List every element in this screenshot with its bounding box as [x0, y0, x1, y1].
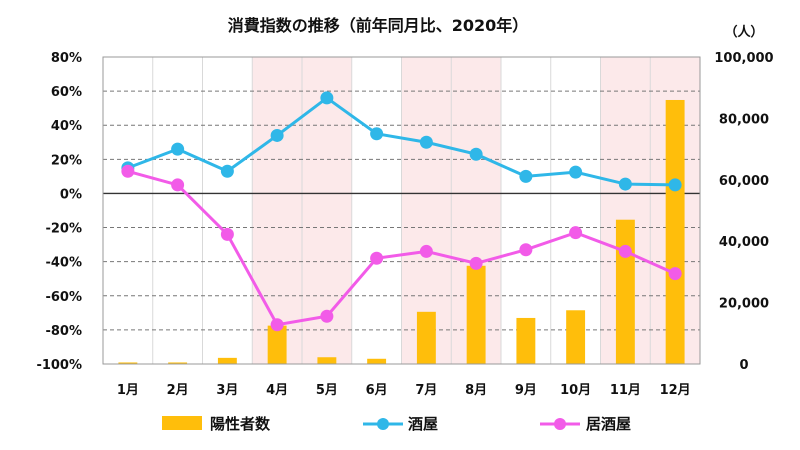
series-1-point-8 — [469, 147, 483, 161]
x-axis-tick-label: 4月 — [266, 383, 288, 398]
x-axis-tick-label: 12月 — [660, 383, 691, 398]
left-axis-tick-label: 40% — [51, 119, 82, 134]
x-axis-tick-label: 6月 — [366, 383, 388, 398]
legend-label-positives: 陽性者数 — [210, 415, 271, 433]
bar-9 — [516, 317, 536, 364]
x-axis-tick-label: 11月 — [610, 383, 641, 398]
x-axis-tick-label: 7月 — [415, 383, 437, 398]
right-axis-tick-label: 100,000 — [714, 51, 773, 66]
series-2-point-2 — [171, 178, 185, 192]
x-axis-tick-label: 3月 — [216, 383, 238, 398]
bar-1 — [118, 362, 138, 364]
series-line-2 — [127, 169, 676, 327]
bar-2 — [168, 362, 188, 364]
left-axis-tick-label: 20% — [51, 153, 82, 168]
bar-3 — [217, 357, 237, 364]
chart-title: 消費指数の推移（前年同月比、2020年） — [228, 16, 529, 35]
series-2-point-4 — [270, 318, 284, 332]
bar-8 — [466, 265, 486, 364]
x-axis-tick-label: 10月 — [560, 383, 591, 398]
bar-10 — [566, 310, 586, 364]
series-1-point-9 — [519, 169, 533, 183]
bar-5 — [317, 357, 337, 364]
series-2-point-11 — [618, 244, 632, 258]
left-axis-tick-label: -40% — [45, 256, 82, 271]
right-axis-tick-label: 0 — [739, 358, 748, 373]
series-2-point-5 — [320, 309, 334, 323]
legend-marker-2 — [554, 418, 566, 430]
series-1-point-4 — [270, 128, 284, 142]
series-1-point-6 — [370, 127, 384, 141]
shaded-month-4 — [252, 57, 302, 364]
right-axis-tick-label: 60,000 — [719, 174, 769, 189]
x-axis-tick-label: 8月 — [465, 383, 487, 398]
legend-swatch-positives — [162, 416, 202, 430]
legend-marker-1 — [377, 418, 389, 430]
series-1-point-12 — [668, 178, 682, 192]
series-2-point-12 — [668, 267, 682, 281]
series-2-point-7 — [419, 244, 433, 258]
series-1-point-7 — [419, 135, 433, 149]
series-2-point-9 — [519, 243, 533, 257]
right-axis-unit: （人） — [724, 24, 763, 40]
left-axis-tick-label: -80% — [45, 324, 82, 339]
right-axis-tick-label: 20,000 — [719, 297, 769, 312]
series-2-point-10 — [569, 226, 583, 240]
legend-label-2: 居酒屋 — [586, 415, 631, 433]
series-1-point-2 — [171, 142, 185, 156]
line-series — [121, 91, 682, 332]
series-1-point-3 — [220, 164, 234, 178]
series-1-point-10 — [569, 165, 583, 179]
bar-7 — [416, 311, 436, 364]
series-2-point-3 — [220, 227, 234, 241]
bar-12 — [665, 99, 685, 364]
legend-label-1: 酒屋 — [408, 415, 438, 433]
left-axis-tick-label: -60% — [45, 290, 82, 305]
left-axis-tick-label: -20% — [45, 222, 82, 237]
x-axis-tick-label: 1月 — [117, 383, 139, 398]
left-axis-tick-label: 80% — [51, 51, 82, 66]
bar-6 — [367, 358, 387, 364]
x-axis-tick-label: 2月 — [167, 383, 189, 398]
bar-4 — [267, 325, 287, 364]
series-1-point-5 — [320, 91, 334, 105]
x-axis-tick-label: 9月 — [515, 383, 537, 398]
series-1-point-11 — [618, 177, 632, 191]
series-2-point-6 — [370, 251, 384, 265]
left-axis-tick-label: 0% — [60, 187, 82, 202]
x-axis-tick-label: 5月 — [316, 383, 338, 398]
series-line-1 — [127, 96, 676, 187]
left-axis-tick-label: 60% — [51, 85, 82, 100]
bar-11 — [615, 219, 635, 364]
right-axis-tick-label: 40,000 — [719, 235, 769, 250]
series-2-point-8 — [469, 256, 483, 270]
series-2-point-1 — [121, 164, 135, 178]
legend: 陽性者数 酒屋 居酒屋 — [162, 415, 631, 433]
plot-area-border — [102, 56, 701, 365]
axes: 80% 60% 40% 20% 0% -20% -40% -60% -80% -100% 100,0… — [36, 51, 773, 398]
left-axis-tick-label: -100% — [36, 358, 82, 373]
right-axis-tick-label: 80,000 — [719, 112, 769, 127]
